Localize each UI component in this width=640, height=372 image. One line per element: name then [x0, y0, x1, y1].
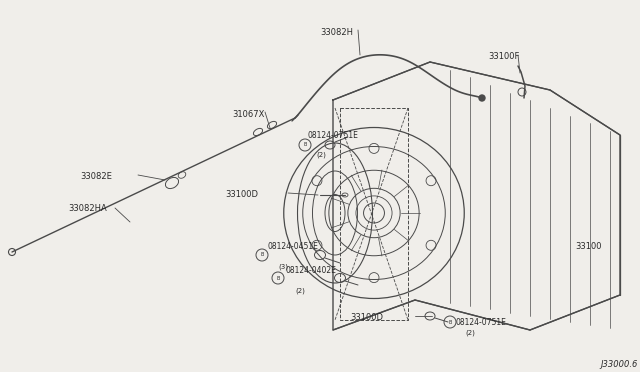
- Circle shape: [479, 95, 485, 101]
- Text: 33082E: 33082E: [80, 172, 112, 181]
- Text: B: B: [260, 253, 264, 257]
- Text: (2): (2): [465, 329, 475, 336]
- Text: 08124-0402E: 08124-0402E: [285, 266, 336, 275]
- Text: J33000.6: J33000.6: [600, 360, 637, 369]
- Text: 08124-0751E: 08124-0751E: [308, 131, 359, 140]
- Text: 08124-0751E: 08124-0751E: [455, 318, 506, 327]
- Text: (2): (2): [316, 152, 326, 158]
- Text: 33082H: 33082H: [320, 28, 353, 37]
- Text: 33082HA: 33082HA: [68, 204, 107, 213]
- Text: 08124-0451E: 08124-0451E: [268, 242, 319, 251]
- Text: B: B: [448, 320, 452, 324]
- Text: 33100D: 33100D: [350, 313, 383, 322]
- Text: (3): (3): [278, 263, 288, 269]
- Text: (2): (2): [295, 287, 305, 294]
- Text: B: B: [276, 276, 280, 280]
- Text: 33100F: 33100F: [488, 52, 520, 61]
- Text: 33100D: 33100D: [225, 190, 258, 199]
- Text: 31067X: 31067X: [232, 110, 264, 119]
- Text: B: B: [303, 142, 307, 148]
- Text: 33100: 33100: [575, 242, 602, 251]
